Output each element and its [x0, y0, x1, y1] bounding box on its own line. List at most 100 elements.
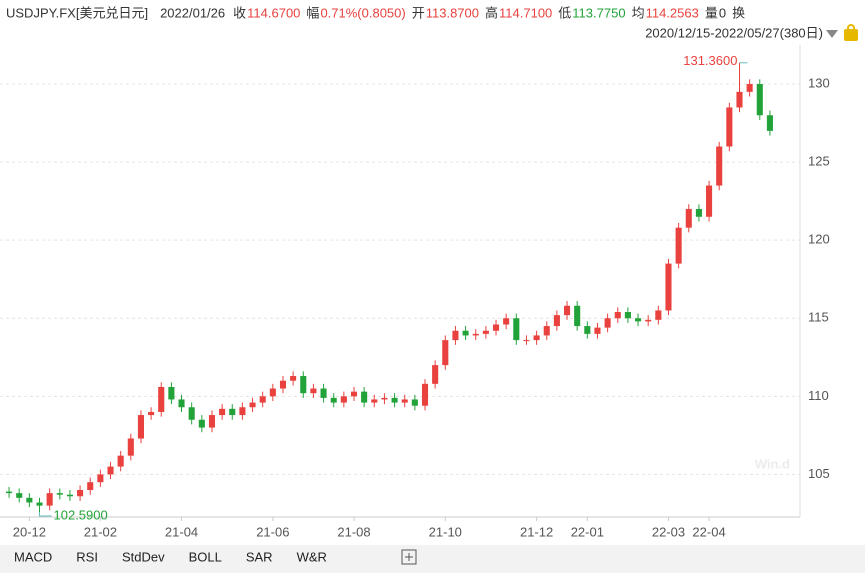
tab[interactable]: StdDev [122, 549, 165, 564]
candle-body [513, 318, 520, 341]
candle-body [259, 396, 266, 403]
candle-body [77, 490, 84, 497]
candle-body [107, 466, 114, 475]
candle-body [36, 502, 43, 506]
quote-label: 幅 [306, 5, 319, 20]
candle-body [46, 493, 53, 506]
candle-body [706, 185, 713, 217]
x-tick-label: 21-10 [429, 524, 462, 539]
x-tick-label: 21-06 [256, 524, 289, 539]
candle-body [553, 315, 560, 327]
candle-body [533, 335, 540, 341]
quote-value: 114.7100 [499, 5, 552, 20]
y-tick-label: 120 [808, 232, 830, 247]
candle-body [6, 491, 13, 494]
candle-body [604, 318, 611, 328]
candle-body [482, 330, 489, 334]
candle-body [523, 340, 530, 342]
candle-body [239, 407, 246, 416]
range-dropdown[interactable] [826, 30, 838, 38]
date: 2022/01/26 [160, 5, 225, 20]
quote-label: 低 [558, 5, 571, 20]
candle-body [695, 208, 702, 217]
candle-body [381, 397, 388, 400]
candle-body [16, 493, 23, 498]
candle-body [148, 411, 155, 416]
icon-top [847, 24, 855, 32]
candle-body [219, 408, 226, 416]
candle-body [300, 376, 307, 394]
candle-body [736, 91, 743, 108]
candle-body [746, 84, 753, 92]
min-leader [39, 512, 52, 517]
tab-bar [0, 545, 865, 573]
add-tab-plus [405, 553, 413, 561]
candle-body [371, 399, 378, 403]
candle-body [320, 388, 327, 398]
max-label: 131.3600 [683, 53, 737, 68]
candle-body [665, 263, 672, 311]
candle-body [391, 397, 398, 403]
y-tick-label: 110 [808, 388, 829, 403]
candle-body [137, 415, 144, 439]
quote-label: 收 [233, 5, 246, 20]
candle-body [279, 380, 287, 389]
candle-body [411, 399, 418, 406]
candle-body [756, 84, 763, 116]
candle-body [198, 419, 205, 428]
candle-body [685, 208, 692, 228]
candle-body [158, 386, 165, 412]
quote-label: 均 [632, 5, 645, 20]
tab[interactable]: SAR [246, 549, 273, 564]
candle-body [655, 310, 662, 320]
quote-value: 114.2563 [646, 5, 699, 20]
quote-value: 113.7750 [572, 5, 625, 20]
x-tick-label: 22-04 [692, 524, 725, 539]
candle-body [117, 455, 124, 467]
watermark: Win.d [755, 456, 790, 471]
candle-body [584, 326, 591, 334]
candle-body [635, 318, 642, 322]
settings-icon[interactable] [844, 24, 858, 41]
x-tick-label: 21-08 [337, 524, 370, 539]
candle-body [563, 305, 571, 316]
candle-body [421, 383, 429, 406]
candle-body [401, 399, 408, 403]
x-tick-label: 22-03 [652, 524, 685, 539]
tab[interactable]: W&R [297, 549, 327, 564]
tab[interactable]: BOLL [189, 549, 222, 564]
candle-body [432, 365, 439, 384]
candle-body [675, 227, 682, 264]
min-label: 102.5900 [54, 507, 108, 522]
candle-body [452, 330, 459, 341]
tab[interactable]: MACD [14, 549, 52, 564]
candle-body [543, 326, 550, 336]
quote-label: 高 [485, 5, 498, 20]
x-tick-label: 20-12 [13, 524, 46, 539]
candle-body [269, 388, 276, 397]
candle-body [26, 497, 33, 503]
add-tab[interactable] [401, 549, 417, 565]
candle-body [716, 146, 723, 186]
quote-label: 开 [412, 5, 425, 20]
y-tick-label: 130 [808, 75, 830, 90]
candle-body [178, 399, 185, 408]
candle-body [361, 391, 368, 403]
candle-body [614, 312, 621, 319]
candle-body [188, 407, 195, 420]
x-tick-label: 21-12 [520, 524, 553, 539]
candle-body [594, 327, 601, 334]
y-tick-label: 105 [808, 466, 830, 481]
candle-body [168, 386, 175, 400]
candle-body [726, 107, 733, 147]
candle-body [208, 415, 216, 428]
candle-body [472, 333, 479, 336]
candle-body [462, 330, 469, 336]
candle-body [574, 305, 581, 327]
tab[interactable]: RSI [76, 549, 98, 564]
candle-body [442, 340, 449, 366]
candle-body [310, 388, 317, 394]
date-range: 2020/12/15-2022/05/27(380日) [645, 25, 823, 40]
candle-body [127, 438, 134, 456]
